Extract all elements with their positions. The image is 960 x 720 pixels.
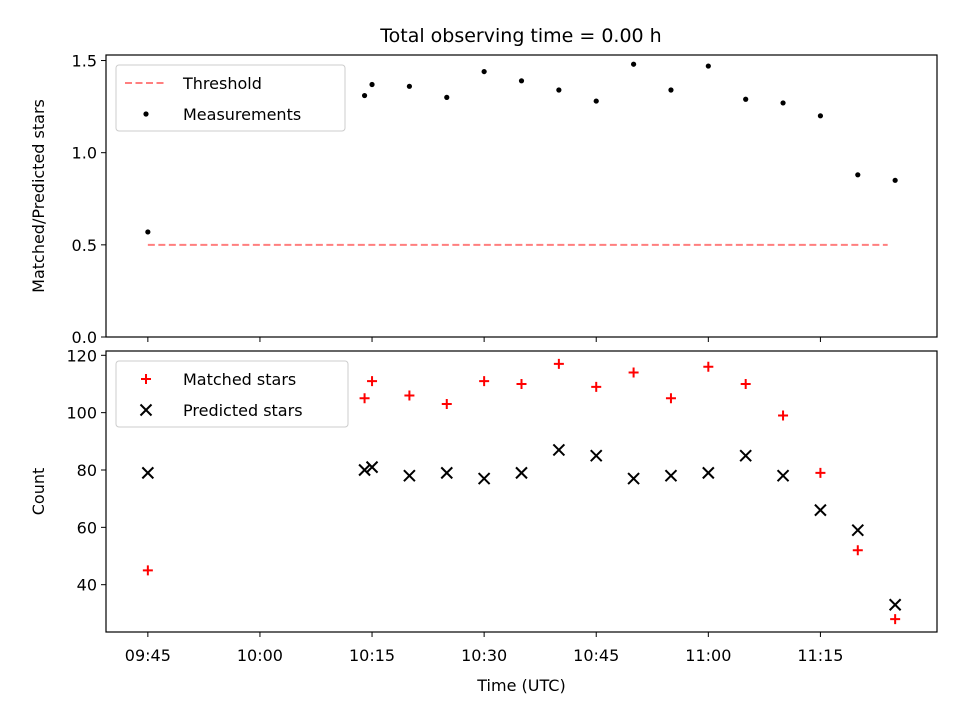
data-point xyxy=(743,96,749,102)
y-axis-label: Count xyxy=(29,468,48,516)
y-tick-label: 40 xyxy=(77,576,97,595)
legend-swatch xyxy=(139,403,153,417)
y-tick-label: 100 xyxy=(66,404,97,423)
series-measurements xyxy=(145,61,898,235)
series-predicted-stars xyxy=(141,443,902,611)
data-point xyxy=(553,358,564,369)
data-point xyxy=(403,469,416,482)
chart-title: Total observing time = 0.00 h xyxy=(379,25,661,47)
data-point xyxy=(780,100,786,106)
data-point xyxy=(630,61,637,67)
legend-box xyxy=(115,64,346,132)
data-point xyxy=(817,113,824,119)
data-point xyxy=(852,545,863,556)
data-point xyxy=(556,87,562,93)
axes-frame xyxy=(105,350,938,633)
legend: Threshold Measurements xyxy=(115,64,346,132)
x-tick-label: 10:15 xyxy=(349,646,395,665)
y-axis-label: Matched/Predicted stars xyxy=(29,99,48,293)
data-point xyxy=(705,63,711,69)
data-point xyxy=(440,466,453,480)
data-point xyxy=(406,83,413,89)
y-tick-label: 60 xyxy=(77,518,97,537)
data-point xyxy=(668,87,674,93)
series-matched-stars xyxy=(142,358,901,625)
data-point xyxy=(593,98,599,104)
y-tick-label: 120 xyxy=(66,346,97,365)
legend-swatch xyxy=(141,374,151,384)
x-tick-label: 09:45 xyxy=(125,646,171,665)
data-point xyxy=(703,361,714,372)
x-axis-label: Time (UTC) xyxy=(476,676,565,695)
top-panel: 0.0 0.5 1.0 1.5 Matched/Predicted stars Thres… xyxy=(29,52,938,347)
axes-frame xyxy=(105,54,938,338)
data-point xyxy=(145,229,151,235)
data-point xyxy=(815,467,826,478)
data-point xyxy=(552,443,566,457)
data-point xyxy=(740,378,751,389)
data-point xyxy=(890,614,901,625)
data-point xyxy=(141,466,155,480)
data-point xyxy=(361,92,368,99)
data-point xyxy=(814,503,827,517)
data-point xyxy=(479,376,490,387)
data-point xyxy=(664,469,678,482)
data-point xyxy=(441,399,452,410)
data-point xyxy=(627,472,640,485)
data-point xyxy=(591,381,602,392)
legend-label: Threshold xyxy=(182,74,262,93)
y-tick-label: 80 xyxy=(77,461,97,480)
legend-label: Matched stars xyxy=(183,370,296,389)
data-point xyxy=(369,81,375,88)
data-point xyxy=(778,410,789,421)
data-point xyxy=(739,449,752,462)
bottom-panel: 40 60 80 100 120 09:45 10:00 10:15 10:30 10:45 11:… xyxy=(29,346,938,695)
x-tick-label: 10:00 xyxy=(237,646,283,665)
data-point xyxy=(365,460,379,474)
data-point xyxy=(481,68,487,75)
data-point xyxy=(359,393,370,404)
y-tick-label: 1.0 xyxy=(72,144,97,163)
legend-label: Measurements xyxy=(183,105,301,124)
data-point xyxy=(628,367,639,378)
data-point xyxy=(776,469,790,482)
data-point xyxy=(444,94,450,100)
data-point xyxy=(702,466,715,480)
legend-box xyxy=(115,360,349,428)
data-point xyxy=(367,376,378,387)
data-point xyxy=(851,524,864,537)
data-point xyxy=(892,177,898,183)
data-point xyxy=(142,565,153,576)
x-tick-label: 10:30 xyxy=(461,646,507,665)
data-point xyxy=(515,466,528,480)
data-point xyxy=(518,78,525,84)
x-tick-label: 10:45 xyxy=(573,646,619,665)
data-point xyxy=(855,172,861,178)
data-point xyxy=(516,378,527,389)
data-point xyxy=(590,449,603,462)
y-tick-label: 0.0 xyxy=(72,328,97,347)
data-point xyxy=(404,390,415,401)
x-tick-label: 11:00 xyxy=(685,646,731,665)
y-tick-label: 1.5 xyxy=(72,52,97,71)
legend-swatch xyxy=(143,111,149,117)
y-tick-label: 0.5 xyxy=(72,236,97,255)
legend: Matched stars Predicted stars xyxy=(115,360,349,428)
data-point xyxy=(665,393,676,404)
data-point xyxy=(358,463,371,477)
legend-label: Predicted stars xyxy=(183,401,303,420)
data-point xyxy=(888,598,902,611)
x-tick-label: 11:15 xyxy=(797,646,843,665)
data-point xyxy=(477,472,491,485)
